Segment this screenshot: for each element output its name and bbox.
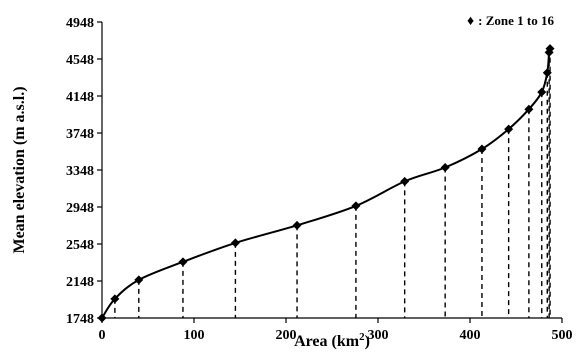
- y-tick-label: 1748: [66, 312, 94, 327]
- zone-marker: [292, 220, 302, 230]
- x-tick-label: 300: [368, 328, 389, 343]
- y-tick-label: 4148: [66, 90, 94, 105]
- x-axis-ticks: 0 100 200 300 400 500: [99, 318, 573, 343]
- zone-marker: [545, 44, 555, 54]
- y-axis-title: Mean elevation (m a.s.l.): [11, 86, 28, 253]
- y-tick-label: 4548: [66, 53, 94, 68]
- x-axis-title-main: Area (km: [294, 333, 360, 350]
- zone-marker: [504, 124, 514, 134]
- zone-marker: [110, 294, 120, 304]
- y-tick-label: 3748: [66, 127, 94, 142]
- y-tick-label: 2148: [66, 275, 94, 290]
- legend-symbol: ♦: [467, 14, 474, 29]
- x-axis-title-superscript: 2: [359, 331, 365, 343]
- zone-marker: [542, 68, 552, 78]
- zone-marker: [230, 238, 240, 248]
- y-tick-label: 2548: [66, 238, 94, 253]
- zone-marker: [477, 144, 487, 154]
- x-tick-label: 500: [552, 328, 573, 343]
- zone-marker: [351, 201, 361, 211]
- x-axis-title: Area (km2): [294, 331, 370, 350]
- x-tick-label: 400: [460, 328, 481, 343]
- x-tick-label: 0: [99, 328, 106, 343]
- zone-drop-lines: [114, 48, 551, 318]
- x-tick-label: 100: [184, 328, 205, 343]
- zone-marker: [400, 176, 410, 186]
- zone-marker: [524, 104, 534, 114]
- zone-marker: [537, 87, 547, 97]
- legend-label-text: : Zone 1 to 16: [478, 13, 554, 28]
- y-tick-label: 3348: [66, 164, 94, 179]
- y-tick-label: 4948: [66, 16, 94, 31]
- zone-marker: [134, 275, 144, 285]
- zone-marker: [178, 257, 188, 267]
- y-tick-label: 2948: [66, 201, 94, 216]
- hypsometric-curve-line: [101, 48, 552, 319]
- x-axis-title-end: ): [365, 333, 370, 350]
- legend-label: ♦ : Zone 1 to 16: [467, 13, 554, 29]
- zone-markers: [97, 44, 555, 323]
- legend: ♦ : Zone 1 to 16: [467, 13, 554, 29]
- x-tick-label: 200: [276, 328, 297, 343]
- zone-marker: [440, 163, 450, 173]
- y-axis-ticks: 1748 2148 2548 2948 3348 3748 4148 4548 4948: [66, 16, 102, 327]
